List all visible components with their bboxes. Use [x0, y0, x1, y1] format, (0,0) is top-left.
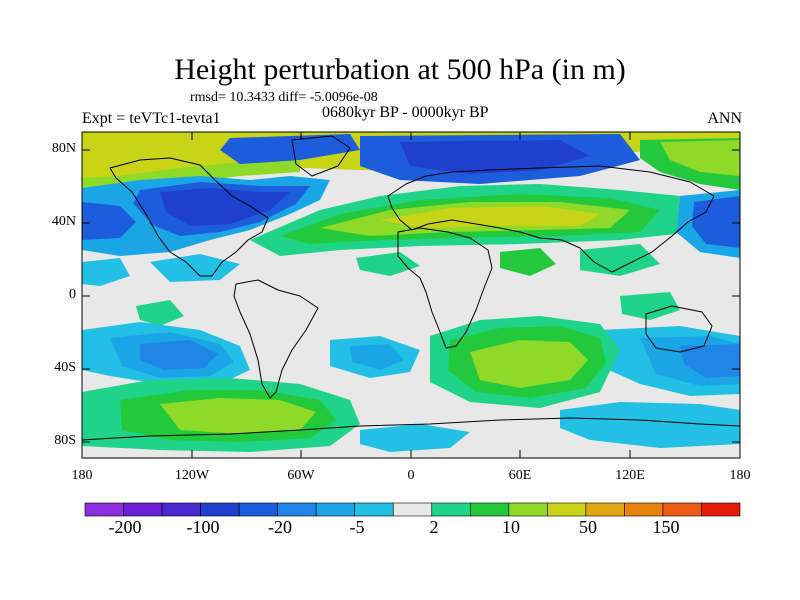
australia-coast [645, 305, 713, 353]
tropical-atlantic-teal [356, 252, 420, 276]
north-america-coast [109, 157, 269, 277]
siberia-blue-core-2 [400, 140, 590, 174]
colorbar-tick-label: 50 [579, 517, 597, 537]
coastlines [82, 135, 740, 441]
africa-coast [397, 227, 493, 349]
colorbar-tick-label: -100 [186, 517, 220, 537]
colorbar-swatch [161, 502, 201, 517]
tropical-pacific-cyan-2 [82, 258, 130, 286]
sh-indian-blue-core [680, 344, 740, 378]
colorbar-swatch [277, 502, 317, 517]
pacific-trough-mid [82, 202, 136, 240]
lat-label-80n: 80N [51, 141, 76, 156]
plot-title: Height perturbation at 500 hPa (in m) [174, 53, 626, 86]
west-pacific-trough-mid [692, 196, 740, 248]
antarctica-coast [82, 417, 740, 441]
indian-teal-patch [620, 292, 680, 320]
colorbar-tick-label: 150 [652, 517, 680, 537]
sh-atlantic-indian-yellowgreen [470, 340, 588, 388]
lon-label-60e: 60E [508, 468, 532, 483]
lon-label-180w: 180 [71, 468, 93, 483]
na-trough-deep [160, 188, 290, 226]
pacific-arctic-yellowgreen [660, 140, 740, 176]
asia-teal-tongue [580, 244, 660, 276]
sh-pacific-high-yellowgreen [160, 398, 316, 434]
colorbar-swatch [662, 502, 702, 517]
colorbar [84, 502, 741, 517]
lat-label-0: 0 [69, 287, 76, 302]
lon-label-120e: 120E [615, 468, 645, 483]
antarctic-cyan [560, 402, 740, 448]
colorbar-swatch [315, 502, 356, 517]
colorbar-swatch [431, 502, 471, 517]
colorbar-tick-label: 10 [502, 517, 520, 537]
colorbar-swatch [701, 502, 741, 517]
lon-ticks [81, 132, 741, 458]
season-label: ANN [707, 110, 742, 127]
colorbar-swatch [624, 502, 664, 517]
lat-label-80s: 80S [54, 433, 76, 448]
sh-pacific-blue-core [140, 340, 218, 370]
lat-label-40s: 40S [54, 360, 76, 375]
sh-atlantic-blue [350, 344, 404, 370]
height-field [82, 132, 740, 458]
colorbar-swatch [392, 502, 433, 517]
stats-line: rmsd= 10.3433 diff= -5.0096e-08 [190, 90, 378, 105]
colorbar-tick-label: -5 [349, 517, 365, 537]
colorbar-swatch [84, 502, 124, 517]
lon-label-60w: 60W [287, 468, 315, 483]
colorbar-swatch [200, 502, 240, 517]
colorbar-tick-label: 2 [429, 517, 439, 537]
tropical-pacific-cyan [150, 254, 240, 282]
colorbar-tick-label: -200 [108, 517, 142, 537]
greenland-coast [291, 135, 351, 177]
lat-label-40n: 40N [51, 214, 76, 229]
antarctic-cyan-2 [360, 424, 470, 452]
arctic-blue-patch [220, 134, 360, 164]
colorbar-swatch [585, 502, 625, 517]
colorbar-swatch [469, 502, 510, 517]
colorbar-swatch [123, 502, 163, 517]
tropical-pacific-teal [136, 300, 184, 326]
lon-label-0: 0 [407, 468, 415, 483]
south-america-coast [233, 279, 319, 399]
eurasia-coast [387, 165, 715, 273]
period-label: 0680kyr BP - 0000kyr BP [322, 104, 489, 121]
lat-ticks [82, 149, 740, 443]
africa-green-patch [500, 248, 556, 276]
lon-label-120w: 120W [174, 468, 210, 483]
lon-label-180e: 180 [729, 468, 751, 483]
colorbar-swatch [547, 502, 587, 517]
colorbar-tick-label: -20 [268, 517, 292, 537]
colorbar-swatch [508, 502, 548, 517]
experiment-label: Expt = teVTc1-tevta1 [82, 110, 221, 127]
colorbar-swatch [354, 502, 394, 517]
colorbar-swatch [238, 502, 278, 517]
